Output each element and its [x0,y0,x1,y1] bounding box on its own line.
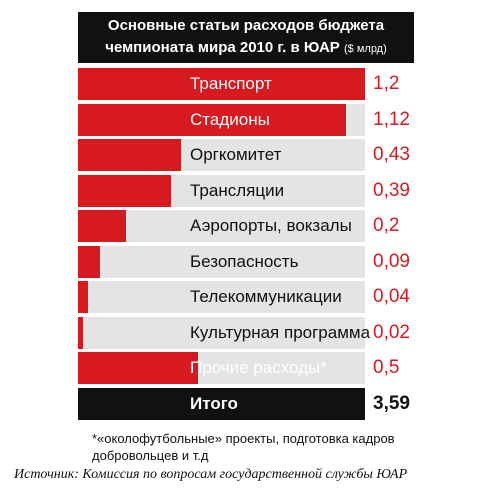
bar-value: 0,39 [373,179,410,201]
bar-value: 0,5 [373,357,400,378]
bar [78,210,126,242]
footnote-line2: добровольцев и т.д [92,448,209,463]
bar-value: 0,43 [373,144,410,165]
total-bar [78,387,365,420]
total-label: Итого [190,393,238,413]
total-row: Итого 3,59 [78,387,414,420]
chart-title-line2-text: чемпионата мира 2010 г. в ЮАР [105,39,340,56]
bar [78,139,181,171]
bar [78,316,83,349]
bar-track [78,316,365,349]
bar-label: Культурная программа [190,322,371,342]
bar-track [78,210,365,242]
chart-unit: ($ млрд) [344,43,387,55]
bar-row: Безопасность 0,09 [78,245,414,278]
bar-row: Оргкомитет 0,43 [78,139,414,171]
bar [78,281,88,313]
bar-row: Прочие расходы* 0,5 [78,352,414,384]
bar-row: Культурная программа 0,02 [78,316,414,349]
bar-row: Аэропорты, вокзалы 0,2 [78,210,414,242]
bar [78,174,172,207]
total-value: 3,59 [373,392,410,414]
bar-label: Оргкомитет [190,145,282,164]
bar-value: 0,09 [373,250,410,272]
chart-title-line1: Основные статьи расходов бюджета [107,17,385,34]
source-note: Источник: Комиссия по вопросам государст… [14,467,408,482]
bar [78,352,198,384]
bar-label: Трансляции [190,180,285,200]
chart-title-line2: чемпионата мира 2010 г. в ЮАР ($ млрд) [78,37,414,60]
bar-row: Транспорт 1,2 [78,68,414,100]
bar-label: Аэропорты, вокзалы [190,216,352,235]
bar-value: 0,02 [373,321,410,343]
bar-label: Прочие расходы* [190,358,327,377]
bar-label: Транспорт [190,74,272,93]
bar-label: Телекоммуникации [190,287,342,306]
bar-track [78,245,365,278]
bar-value: 1,2 [373,73,400,94]
bar-value: 0,04 [373,286,410,307]
bar [78,245,100,278]
bar-row: Трансляции 0,39 [78,174,414,207]
bar-row: Стадионы 1,12 [78,103,414,136]
chart-title: Основные статьи расходов бюджета чемпион… [78,12,414,63]
bar-label: Безопасность [190,251,299,271]
bar-label: Стадионы [190,109,270,129]
bar-value: 1,12 [373,108,410,130]
bar-track [78,281,365,313]
bar [78,68,365,100]
footnote: *«околофутбольные» проекты, подготовка к… [92,430,472,464]
footnote-line1: *«околофутбольные» проекты, подготовка к… [92,431,395,446]
bar-row: Телекоммуникации 0,04 [78,281,414,313]
bar [78,103,346,136]
bar-value: 0,2 [373,215,400,236]
